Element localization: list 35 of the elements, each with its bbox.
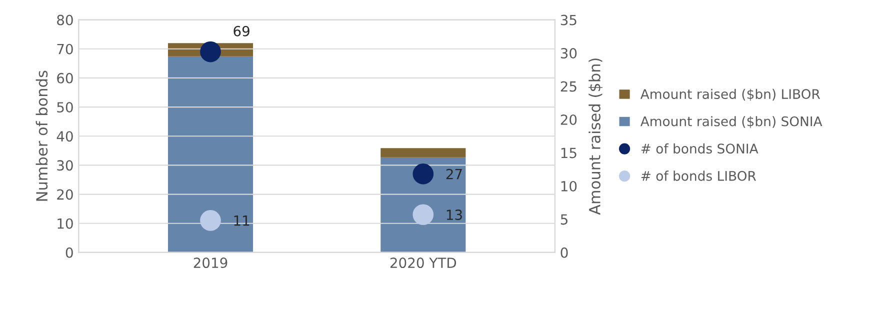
data-label: 27: [446, 168, 462, 180]
y2-tick-label: 30: [560, 48, 577, 59]
y2-tick-label: 35: [560, 14, 576, 26]
bar: [380, 157, 466, 252]
y2-tick-label: 20: [560, 114, 577, 125]
x-tick-label: 2020 YTD: [390, 258, 456, 268]
y-axis-title: Number of bonds: [36, 70, 48, 201]
bar: [168, 56, 254, 252]
legend-label: # of bonds SONIA: [641, 143, 758, 154]
y2-tick-label: 10: [561, 180, 577, 192]
legend-label: # of bonds LIBOR: [641, 170, 756, 181]
y-tick-label: 30: [57, 160, 73, 171]
data-label: 69: [234, 26, 250, 36]
point: [412, 164, 434, 184]
y2-axis-title: Amount raised ($bn): [588, 58, 602, 215]
y-tick-label: 40: [56, 131, 73, 142]
y2-tick-label: 5: [560, 214, 568, 225]
data-label: 13: [446, 210, 462, 220]
y-tick-label: 60: [57, 72, 73, 84]
y2-tick-label: 15: [561, 148, 576, 158]
legend-label: Amount raised ($bn) SONIA: [640, 116, 822, 128]
y-tick-label: 80: [57, 14, 73, 26]
x-tick-label: 2019: [194, 258, 228, 268]
y-tick-label: 10: [58, 218, 73, 229]
y2-tick-label: 0: [560, 247, 568, 258]
y2-tick-label: 25: [560, 81, 576, 92]
legend-label: Amount raised ($bn) LIBOR: [640, 88, 820, 101]
y-tick-label: 50: [57, 102, 73, 113]
y-tick-label: 20: [57, 189, 73, 200]
y-tick-label: 0: [66, 247, 73, 258]
point: [412, 204, 434, 226]
bar: [380, 148, 466, 158]
point: [200, 210, 221, 231]
point: [200, 41, 221, 62]
y-tick-label: 70: [57, 44, 73, 54]
